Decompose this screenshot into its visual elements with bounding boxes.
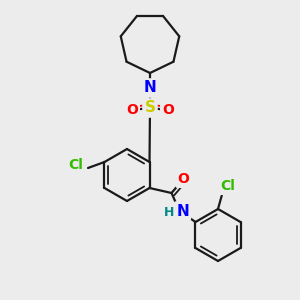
Text: S: S — [145, 100, 155, 116]
Text: O: O — [162, 103, 174, 117]
Text: O: O — [178, 172, 190, 186]
Text: N: N — [176, 203, 189, 218]
Text: N: N — [144, 80, 156, 95]
Text: Cl: Cl — [220, 179, 236, 193]
Text: O: O — [126, 103, 138, 117]
Text: Cl: Cl — [69, 158, 83, 172]
Text: H: H — [164, 206, 175, 218]
